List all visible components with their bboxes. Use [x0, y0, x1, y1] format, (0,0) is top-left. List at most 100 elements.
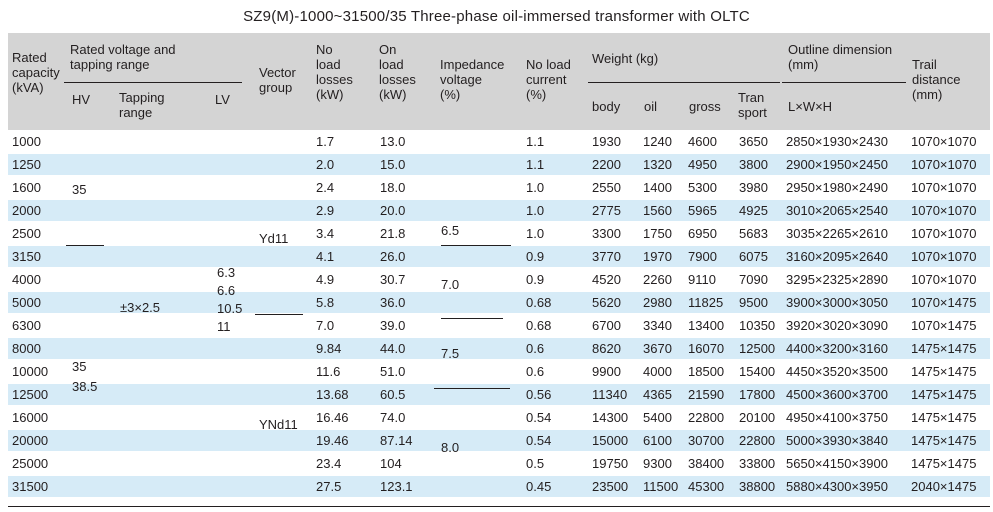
header-transport: Tran sport [738, 90, 767, 120]
cell-current: 1.1 [526, 157, 545, 172]
cell-gross: 5965 [688, 203, 717, 218]
header-lv: LV [215, 92, 230, 107]
cell-dim: 4950×4100×3750 [786, 410, 888, 425]
cell-gross: 16070 [688, 341, 725, 356]
cell-oil: 2980 [643, 295, 672, 310]
cell-no-load: 4.9 [316, 272, 335, 287]
cell-dim: 3035×2265×2610 [786, 226, 888, 241]
header-vector-group: Vector group [259, 65, 296, 95]
cell-oil: 9300 [643, 456, 672, 471]
cell-on-load: 26.0 [380, 249, 406, 264]
cell-oil: 6100 [643, 433, 672, 448]
cell-oil: 1320 [643, 157, 672, 172]
cell-no-load: 11.6 [316, 364, 341, 379]
cell-capacity: 1250 [12, 157, 41, 172]
cell-gross: 30700 [688, 433, 725, 448]
cell-dim: 3010×2065×2540 [786, 203, 888, 218]
row-band [8, 384, 990, 405]
cell-oil: 1970 [643, 249, 672, 264]
cell-body: 4520 [592, 272, 621, 287]
cell-oil: 4000 [643, 364, 672, 379]
cell-no-load: 5.8 [316, 295, 335, 310]
cell-no-load: 3.4 [316, 226, 335, 241]
cell-dim: 3920×3020×3090 [786, 318, 888, 333]
cell-transport: 38800 [739, 479, 776, 494]
hv-voltage-b: 35 38.5 [72, 359, 98, 394]
cell-gross: 13400 [688, 318, 725, 333]
cell-oil: 1400 [643, 180, 672, 195]
cell-current: 0.54 [526, 433, 552, 448]
cell-trail: 1070×1070 [911, 134, 977, 149]
cell-on-load: 51.0 [380, 364, 406, 379]
cell-current: 0.5 [526, 456, 545, 471]
row-band [8, 338, 990, 359]
cell-dim: 2850×1930×2430 [786, 134, 888, 149]
cell-dim: 4500×3600×3700 [786, 387, 888, 402]
cell-gross: 4950 [688, 157, 717, 172]
cell-body: 23500 [592, 479, 629, 494]
cell-body: 3300 [592, 226, 621, 241]
cell-capacity: 4000 [12, 272, 41, 287]
impedance-a: 6.5 [441, 223, 460, 238]
table-bottom-rule [8, 506, 990, 507]
cell-trail: 1475×1475 [911, 387, 977, 402]
cell-no-load: 27.5 [316, 479, 342, 494]
cell-dim: 5880×4300×3950 [786, 479, 888, 494]
cell-current: 0.68 [526, 318, 552, 333]
cell-transport: 20100 [739, 410, 776, 425]
cell-capacity: 2000 [12, 203, 41, 218]
cell-oil: 3340 [643, 318, 672, 333]
cell-body: 2200 [592, 157, 621, 172]
cell-no-load: 4.1 [316, 249, 335, 264]
cell-oil: 1560 [643, 203, 672, 218]
cell-on-load: 20.0 [380, 203, 406, 218]
cell-body: 19750 [592, 456, 629, 471]
cell-transport: 12500 [739, 341, 776, 356]
cell-current: 0.54 [526, 410, 552, 425]
row-band [8, 246, 990, 267]
header-rule-weight [588, 82, 780, 83]
cell-body: 8620 [592, 341, 621, 356]
cell-oil: 1240 [643, 134, 672, 149]
cell-capacity: 6300 [12, 318, 41, 333]
cell-dim: 4400×3200×3160 [786, 341, 888, 356]
cell-dim: 3295×2325×2890 [786, 272, 888, 287]
row-band [8, 200, 990, 221]
cell-trail: 1475×1475 [911, 341, 977, 356]
header-tapping: Tapping range [119, 90, 165, 120]
cell-transport: 6075 [739, 249, 768, 264]
cell-body: 2775 [592, 203, 621, 218]
header-rated-capacity: Rated capacity (kVA) [12, 50, 60, 95]
header-rule-outline [782, 82, 906, 83]
hv-voltage-a: 35 [72, 182, 87, 197]
cell-trail: 1070×1070 [911, 157, 977, 172]
cell-no-load: 23.4 [316, 456, 342, 471]
cell-capacity: 2500 [12, 226, 41, 241]
cell-no-load: 2.0 [316, 157, 335, 172]
cell-on-load: 74.0 [380, 410, 406, 425]
header-hv: HV [72, 92, 91, 107]
cell-no-load: 1.7 [316, 134, 335, 149]
impedance-divider-a [441, 245, 511, 246]
cell-transport: 3980 [739, 180, 768, 195]
impedance-divider-b [441, 318, 503, 319]
vector-group-a: Yd11 [259, 231, 289, 246]
cell-on-load: 87.14 [380, 433, 413, 448]
header-oil: oil [644, 99, 658, 114]
cell-on-load: 15.0 [380, 157, 406, 172]
cell-dim: 2950×1980×2490 [786, 180, 888, 195]
cell-oil: 1750 [643, 226, 672, 241]
cell-current: 0.9 [526, 272, 545, 287]
cell-body: 9900 [592, 364, 621, 379]
cell-capacity: 3150 [12, 249, 41, 264]
header-no-load-current: No load current (%) [526, 57, 571, 102]
table-title: SZ9(M)-1000~31500/35 Three-phase oil-imm… [243, 8, 750, 25]
cell-transport: 4925 [739, 203, 768, 218]
cell-capacity: 25000 [12, 456, 49, 471]
cell-on-load: 104 [380, 456, 402, 471]
cell-transport: 7090 [739, 272, 768, 287]
row-band [8, 430, 990, 451]
cell-trail: 1475×1475 [911, 364, 977, 379]
header-lwh: L×W×H [788, 99, 833, 114]
cell-body: 15000 [592, 433, 629, 448]
